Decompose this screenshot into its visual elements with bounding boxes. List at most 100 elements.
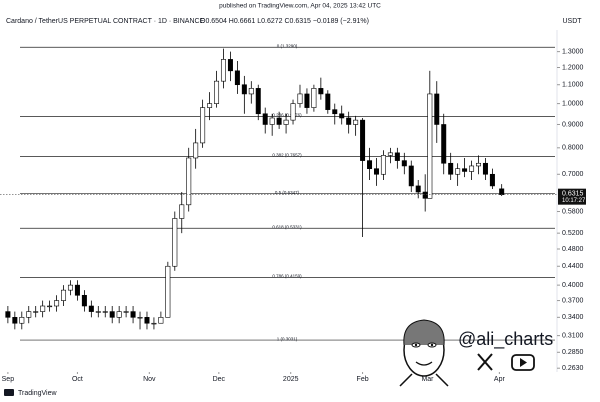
candle-body — [415, 185, 421, 193]
candles — [5, 48, 505, 330]
candle-body — [455, 168, 461, 175]
candle-body — [47, 305, 53, 308]
y-tick-label: 0.3400 — [562, 314, 584, 321]
y-tick-label: 1.0000 — [562, 100, 584, 107]
x-tick-label: Oct — [72, 376, 83, 383]
candle-body — [290, 103, 296, 121]
candle-body — [214, 80, 220, 104]
fib-label: 1 (0.3031) — [277, 336, 298, 341]
candle-body — [151, 322, 157, 325]
candle-body — [297, 93, 303, 104]
candle-body — [262, 113, 268, 125]
candle-body — [422, 191, 428, 199]
candle-body — [67, 284, 73, 291]
currency: USDT — [562, 18, 582, 25]
fib-label: 0.382 (0.7657) — [272, 153, 302, 158]
candle-body — [434, 93, 440, 125]
candle-body — [102, 311, 108, 313]
candle-body — [332, 109, 338, 115]
x-tick-label: Mar — [421, 376, 434, 383]
y-tick-label: 0.5200 — [562, 230, 584, 237]
y-tick-label: 1.1000 — [562, 82, 584, 89]
published: published on TradingView.com, Apr 04, 20… — [219, 3, 381, 10]
candle-body — [12, 317, 18, 324]
fib-label: 0 (1.3290) — [277, 43, 298, 48]
y-tick-label: 0.8000 — [562, 145, 584, 152]
candle-body — [33, 311, 39, 313]
fib-label: 0.618 (0.5331) — [272, 224, 302, 229]
candle-body — [346, 117, 352, 125]
candle-body — [81, 294, 87, 307]
y-tick-label: 0.3700 — [562, 297, 584, 304]
candle-body — [144, 317, 150, 324]
fibs: 0 (1.3290) 0.236 (0.9376) 0.382 (0.7657) 0.… — [20, 43, 555, 341]
fib-label: 0.5 (0.6347) — [275, 190, 300, 195]
candle-body — [269, 117, 275, 125]
candle-body — [339, 113, 345, 119]
candle-body — [193, 142, 199, 159]
candle-body — [475, 162, 481, 167]
y-tick-label: 0.2630 — [562, 365, 584, 372]
x-tick-label: Sep — [2, 376, 15, 383]
candle-body — [207, 103, 213, 108]
y-tick-label: 0.4400 — [562, 263, 584, 270]
brand-logo — [4, 389, 14, 396]
candle-body — [373, 168, 379, 175]
x-tick-label: Apr — [494, 376, 506, 383]
ticks: 1.3000 1.2000 1.1000 1.0000 0.9000 0.8000 0.70… — [2, 48, 584, 382]
candle-body — [325, 93, 331, 110]
watermark: @ali_charts — [458, 329, 553, 350]
candle-body — [304, 93, 310, 108]
fib-label: 0.236 (0.9376) — [272, 113, 302, 118]
candle-body — [234, 70, 240, 86]
candle-body — [165, 265, 171, 318]
candle-body — [499, 188, 505, 195]
candle-body — [482, 162, 488, 175]
candle-body — [448, 162, 454, 175]
candle-body — [489, 173, 495, 187]
y-tick-label: 0.9000 — [562, 121, 584, 128]
candle-body — [130, 311, 136, 318]
candle-body — [401, 160, 407, 167]
candle-body — [220, 59, 226, 82]
candle-body — [469, 165, 475, 172]
candle-body — [88, 305, 94, 312]
candle-body — [61, 289, 67, 301]
candle-body — [172, 218, 178, 267]
price-tag-countdown: 10:17:27 — [562, 198, 586, 204]
candle-body — [353, 119, 359, 125]
candle-body — [179, 204, 185, 219]
chart-title: Cardano / TetherUS PERPETUAL CONTRACT · … — [6, 18, 205, 25]
candle-body — [311, 88, 317, 108]
x-icon — [477, 353, 493, 371]
candle-body — [109, 311, 115, 318]
x-tick-label: Feb — [357, 376, 369, 383]
y-tick-label: 0.4000 — [562, 282, 584, 289]
candle-body — [186, 157, 192, 206]
candle-body — [54, 300, 60, 307]
y-tick-label: 0.7000 — [562, 171, 584, 178]
y-tick-label: 0.3100 — [562, 332, 584, 339]
candle-body — [5, 311, 11, 318]
candle-body — [19, 317, 25, 324]
price-tag — [558, 188, 586, 205]
candle-body — [380, 155, 386, 175]
candle-body — [248, 88, 254, 95]
x-tick-label: 2025 — [283, 376, 299, 383]
candle-body — [74, 284, 80, 296]
brand: TradingView — [18, 390, 57, 397]
candle-body — [394, 152, 400, 161]
candle-body — [241, 84, 247, 95]
candle-body — [427, 93, 433, 199]
x-tick-label: Nov — [143, 376, 156, 383]
candle-body — [255, 88, 261, 115]
candle-body — [158, 317, 164, 324]
candle-body — [40, 305, 46, 312]
y-tick-label: 1.3000 — [562, 48, 584, 55]
candle-body — [95, 311, 101, 313]
y-tick-label: 1.2000 — [562, 64, 584, 71]
candle-body — [318, 88, 324, 95]
candle-body — [283, 119, 289, 125]
